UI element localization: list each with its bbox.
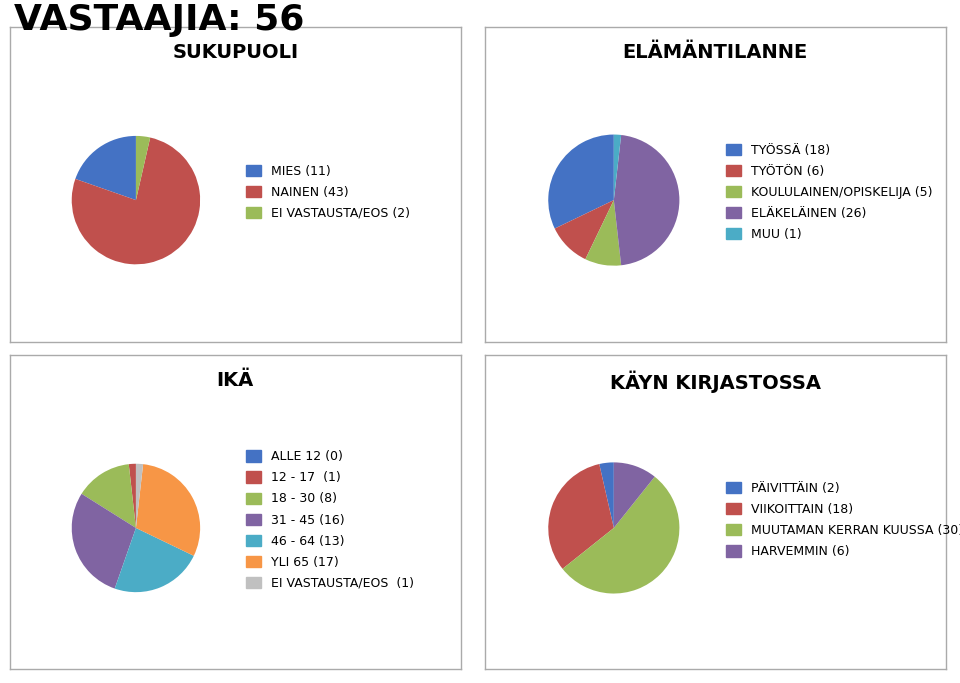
Wedge shape <box>136 464 143 528</box>
Wedge shape <box>613 135 680 265</box>
Wedge shape <box>72 494 136 589</box>
Wedge shape <box>136 136 150 200</box>
Wedge shape <box>563 477 680 594</box>
Text: SUKUPUOLI: SUKUPUOLI <box>172 43 299 62</box>
Wedge shape <box>613 135 621 200</box>
Wedge shape <box>115 528 194 592</box>
Wedge shape <box>82 464 136 528</box>
Legend: TYÖSSÄ (18), TYÖTÖN (6), KOULULAINEN/OPISKELIJA (5), ELÄKELÄINEN (26), MUU (1): TYÖSSÄ (18), TYÖTÖN (6), KOULULAINEN/OPI… <box>726 143 932 241</box>
Text: IKÄ: IKÄ <box>217 371 253 390</box>
Text: ELÄMÄNTILANNE: ELÄMÄNTILANNE <box>623 43 807 62</box>
Text: VASTAAJIA: 56: VASTAAJIA: 56 <box>14 3 304 38</box>
Legend: MIES (11), NAINEN (43), EI VASTAUSTA/EOS (2): MIES (11), NAINEN (43), EI VASTAUSTA/EOS… <box>246 165 410 220</box>
Wedge shape <box>586 200 621 266</box>
Text: KÄYN KIRJASTOSSA: KÄYN KIRJASTOSSA <box>610 371 821 393</box>
Legend: ALLE 12 (0), 12 - 17  (1), 18 - 30 (8), 31 - 45 (16), 46 - 64 (13), YLI 65 (17),: ALLE 12 (0), 12 - 17 (1), 18 - 30 (8), 3… <box>246 450 414 590</box>
Wedge shape <box>599 462 613 528</box>
Wedge shape <box>136 464 200 556</box>
Wedge shape <box>75 136 136 200</box>
Wedge shape <box>72 137 200 264</box>
Wedge shape <box>548 464 613 569</box>
Wedge shape <box>555 200 613 259</box>
Wedge shape <box>548 135 613 229</box>
Wedge shape <box>613 462 655 528</box>
Wedge shape <box>129 464 136 528</box>
Legend: PÄIVITTÄIN (2), VIIKOITTAIN (18), MUUTAMAN KERRAN KUUSSA (30), HARVEMMIN (6): PÄIVITTÄIN (2), VIIKOITTAIN (18), MUUTAM… <box>726 482 960 558</box>
